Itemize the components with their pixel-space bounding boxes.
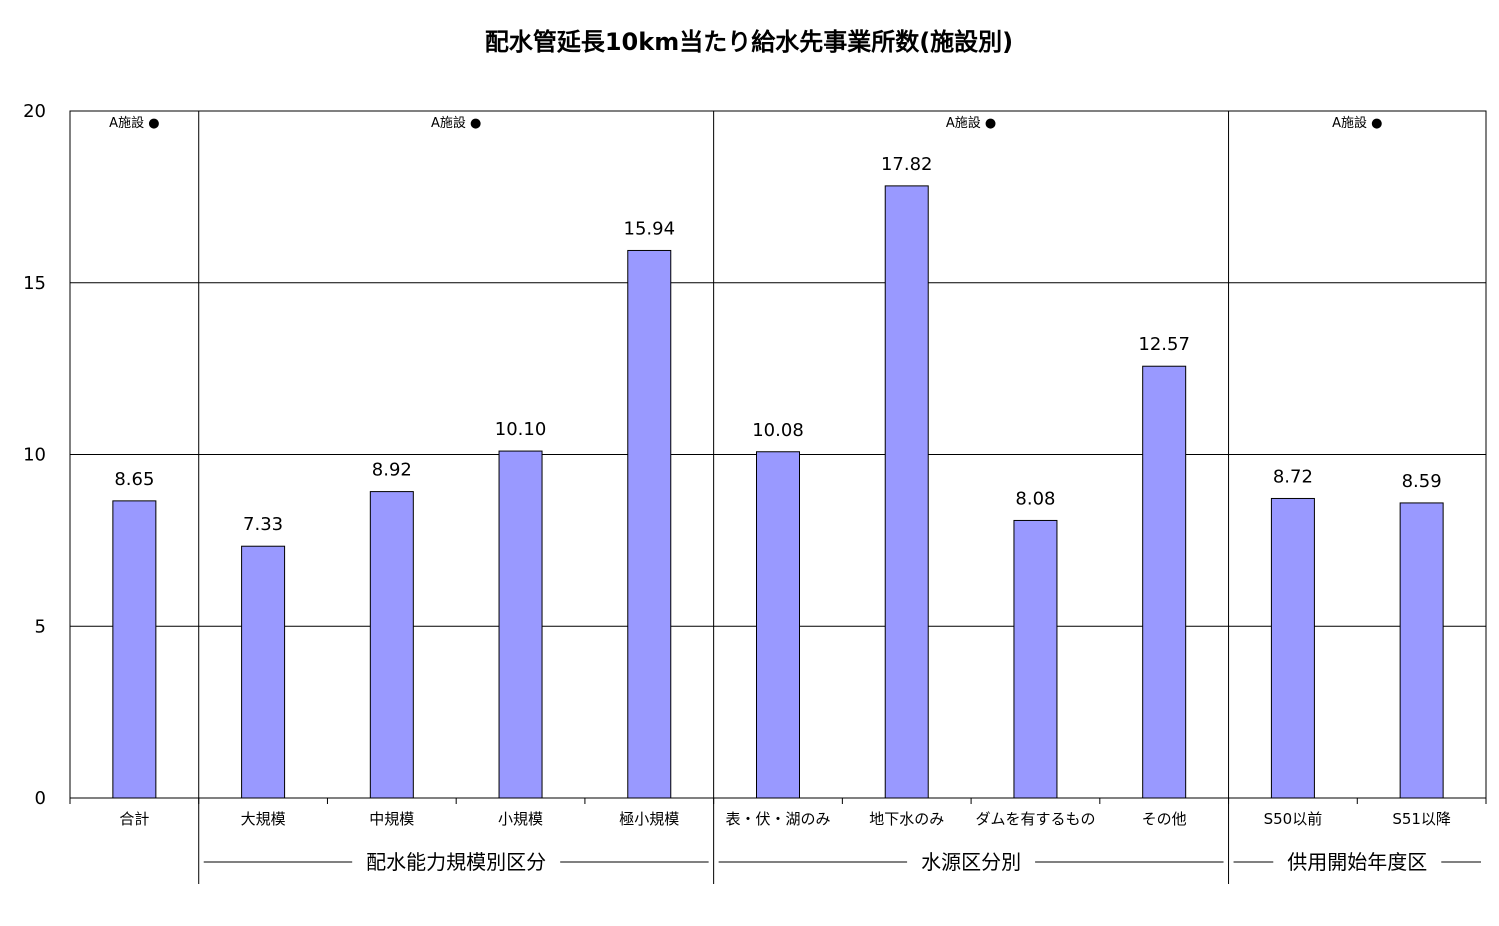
data-label: 10.08	[752, 420, 804, 441]
bar	[1142, 365, 1187, 799]
bar	[1399, 502, 1444, 799]
data-label: 8.08	[1015, 488, 1055, 509]
x-tick-label: 中規模	[369, 810, 414, 828]
bar	[498, 450, 543, 799]
bar	[1270, 497, 1315, 799]
x-tick-label: 小規模	[498, 810, 543, 828]
x-tick-label: 大規模	[241, 810, 286, 828]
bar	[884, 185, 929, 799]
bar	[369, 491, 414, 799]
data-label: 10.10	[495, 419, 547, 440]
x-tick-label: 表・伏・湖のみ	[725, 810, 830, 828]
group-label: 水源区分別	[921, 850, 1021, 874]
data-label: 8.65	[114, 469, 154, 490]
x-tick-label: 地下水のみ	[869, 810, 944, 828]
data-label: 15.94	[624, 218, 676, 239]
data-label: 8.72	[1273, 466, 1313, 487]
x-tick-label: S50以前	[1264, 810, 1323, 828]
data-label: 7.33	[243, 514, 283, 535]
bar	[627, 249, 672, 799]
data-label: 8.92	[372, 460, 412, 481]
bar	[112, 500, 157, 799]
data-label: 17.82	[881, 154, 933, 175]
panel-marker: A施設 ●	[431, 115, 481, 131]
x-tick-label: 極小規模	[619, 810, 679, 828]
x-tick-label: その他	[1142, 810, 1187, 828]
bar	[756, 451, 800, 799]
group-label: 配水能力規模別区分	[366, 850, 546, 874]
panel-marker: A施設 ●	[1332, 115, 1382, 131]
data-label: 12.57	[1138, 334, 1190, 355]
panel-marker: A施設 ●	[946, 115, 996, 131]
x-tick-label: ダムを有するもの	[975, 810, 1095, 828]
y-tick-label: 15	[23, 273, 46, 294]
x-tick-label: S51以降	[1392, 810, 1451, 828]
y-tick-label: 20	[23, 101, 46, 122]
panel-marker: A施設 ●	[109, 115, 159, 131]
y-tick-label: 0	[35, 788, 46, 809]
plot-frame	[69, 110, 1487, 799]
y-tick-label: 10	[23, 445, 46, 466]
y-tick-label: 5	[35, 616, 46, 637]
bar	[241, 545, 286, 799]
bar	[1013, 519, 1058, 799]
chart-title: 配水管延長10km当たり給水先事業所数(施設別)	[485, 28, 1013, 56]
data-label: 8.59	[1402, 471, 1442, 492]
group-label: 供用開始年度区	[1287, 850, 1427, 874]
x-tick-label: 合計	[119, 810, 149, 828]
